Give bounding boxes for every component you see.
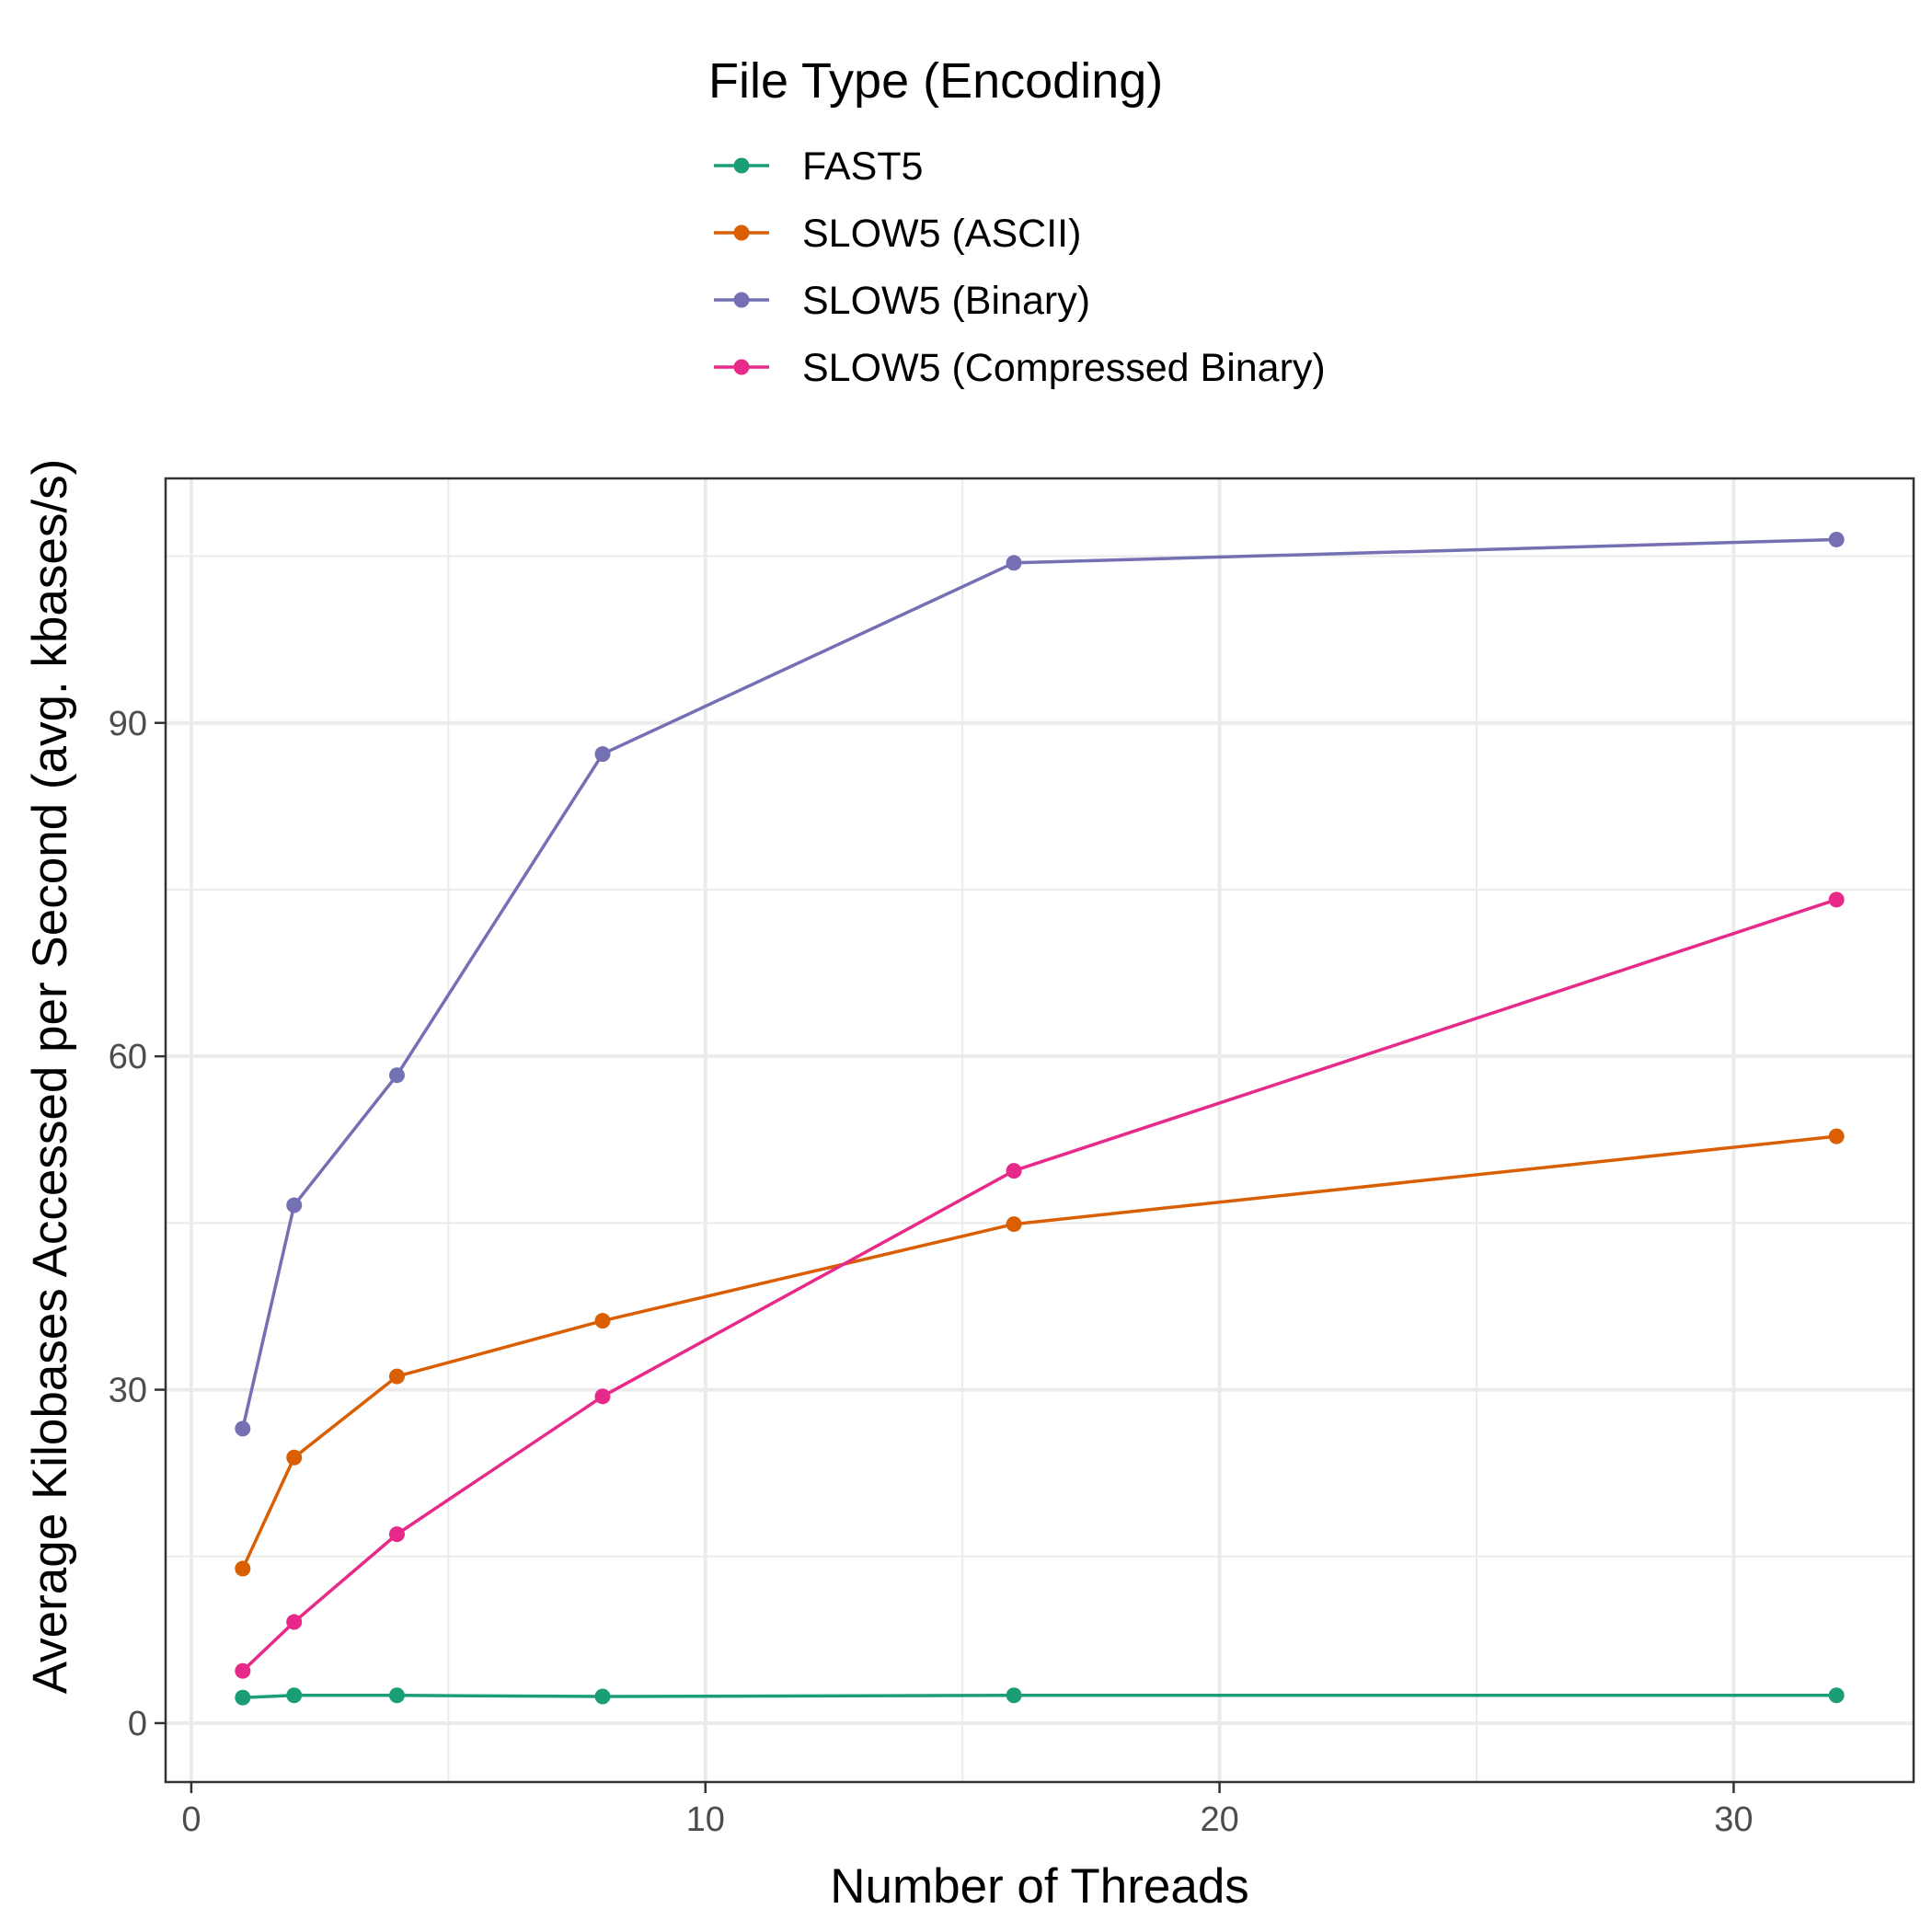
y-tick-label: 30 bbox=[109, 1372, 147, 1410]
legend-key-point bbox=[733, 157, 750, 174]
data-point bbox=[1006, 1216, 1022, 1233]
legend-item: SLOW5 (ASCII) bbox=[714, 212, 1081, 256]
series-line bbox=[241, 898, 1837, 1673]
data-point bbox=[1006, 1687, 1022, 1704]
data-point bbox=[235, 1689, 251, 1706]
series-slow5-binary bbox=[235, 531, 1845, 1437]
legend-key-point bbox=[733, 224, 750, 241]
data-point bbox=[594, 1313, 611, 1329]
legend-label: SLOW5 (ASCII) bbox=[802, 212, 1081, 256]
data-point bbox=[1828, 891, 1845, 908]
data-point bbox=[388, 1687, 405, 1704]
data-point bbox=[594, 746, 611, 763]
data-point bbox=[388, 1368, 405, 1385]
data-point bbox=[388, 1067, 405, 1084]
legend-item: SLOW5 (Binary) bbox=[714, 279, 1090, 323]
data-point bbox=[1828, 531, 1845, 547]
data-point bbox=[594, 1688, 611, 1705]
data-point bbox=[235, 1560, 251, 1577]
legend: File Type (Encoding) FAST5 SLOW5 (ASCII) S… bbox=[708, 53, 1326, 390]
data-point bbox=[388, 1526, 405, 1543]
data-point bbox=[286, 1687, 303, 1704]
series-fast5 bbox=[235, 1687, 1845, 1706]
plot-panel bbox=[166, 478, 1914, 1782]
data-point bbox=[286, 1197, 303, 1213]
data-point bbox=[286, 1449, 303, 1466]
x-axis-title: Number of Threads bbox=[830, 1859, 1249, 1914]
data-point bbox=[1828, 1128, 1845, 1144]
series-line bbox=[241, 1134, 1837, 1570]
x-tick-label: 10 bbox=[686, 1800, 725, 1839]
legend-item: SLOW5 (Compressed Binary) bbox=[714, 346, 1326, 390]
y-tick-label: 60 bbox=[109, 1038, 147, 1076]
x-tick-label: 30 bbox=[1714, 1800, 1753, 1839]
data-point bbox=[594, 1388, 611, 1405]
y-tick-label: 0 bbox=[128, 1705, 147, 1743]
data-point bbox=[1006, 555, 1022, 571]
series-line bbox=[242, 1694, 1837, 1699]
data-point bbox=[1828, 1687, 1845, 1704]
data-point bbox=[235, 1662, 251, 1679]
data-point bbox=[1006, 1163, 1022, 1179]
legend-key-point bbox=[733, 359, 750, 375]
data-point bbox=[286, 1614, 303, 1630]
series-slow5-ascii bbox=[235, 1128, 1845, 1577]
y-axis-title: Average Kilobases Accessed per Second (a… bbox=[23, 459, 77, 1694]
y-tick-label: 90 bbox=[109, 705, 147, 743]
legend-title: File Type (Encoding) bbox=[708, 53, 1163, 109]
legend-item: FAST5 bbox=[714, 144, 923, 189]
x-tick-label: 20 bbox=[1200, 1800, 1238, 1839]
legend-key-point bbox=[733, 292, 750, 308]
legend-label: FAST5 bbox=[802, 144, 923, 189]
series-slow5-compressed-binary bbox=[235, 891, 1845, 1679]
x-tick-label: 0 bbox=[181, 1800, 201, 1839]
legend-label: SLOW5 (Binary) bbox=[802, 279, 1090, 323]
data-point bbox=[235, 1420, 251, 1437]
legend-label: SLOW5 (Compressed Binary) bbox=[802, 346, 1326, 390]
plot-border bbox=[164, 477, 1915, 1784]
series-line bbox=[241, 537, 1837, 1430]
